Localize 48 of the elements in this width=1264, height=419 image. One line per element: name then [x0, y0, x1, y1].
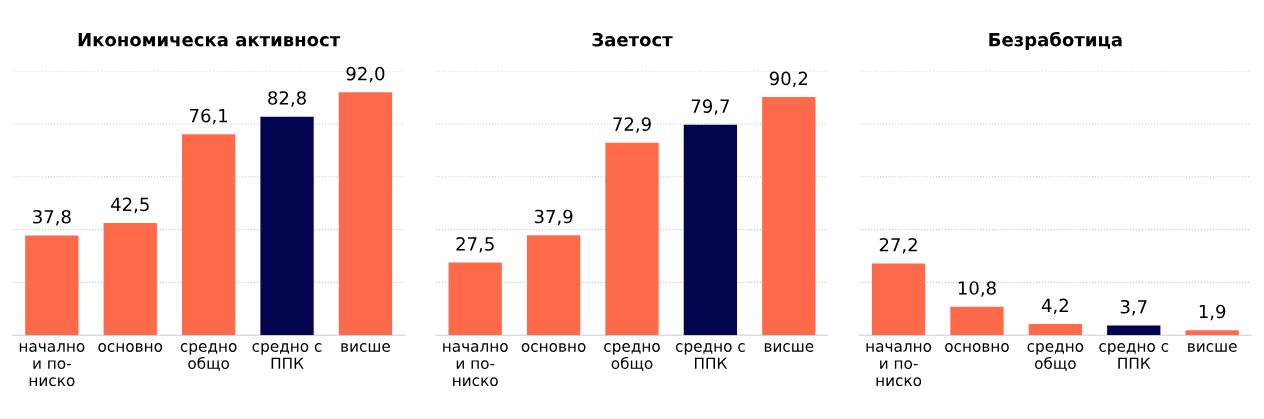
data-label: 10,8	[958, 281, 996, 297]
x-tick-label: начално и по- ниско	[443, 343, 508, 387]
bar	[448, 262, 502, 336]
x-tick-label: начално и по- ниско	[19, 343, 85, 387]
data-label: 37,9	[534, 209, 573, 226]
data-label: 4,2	[1041, 298, 1068, 315]
bar	[605, 142, 659, 336]
x-tick-label: висше	[764, 343, 814, 352]
data-label: 27,2	[879, 237, 917, 254]
x-tick-label: основно	[945, 343, 1009, 352]
chart-title: Заетост	[592, 32, 673, 47]
data-label: 76,1	[190, 108, 228, 125]
x-tick-label: средно с ППК	[675, 343, 745, 369]
data-label: 42,5	[111, 197, 149, 214]
data-label: 92,0	[346, 66, 385, 83]
bar	[260, 116, 314, 336]
bar	[871, 263, 926, 336]
x-tick-label: средно с ППК	[1099, 343, 1169, 369]
chart-title: Безработица	[989, 31, 1122, 50]
bar	[950, 306, 1004, 336]
data-label: 90,2	[769, 71, 808, 88]
bar	[1107, 325, 1161, 336]
bar	[762, 97, 816, 336]
bar	[181, 134, 236, 336]
x-tick-label: средно общо	[604, 343, 660, 371]
x-tick-label: средно общо	[180, 343, 237, 371]
x-tick-label: основно	[521, 343, 586, 352]
bar	[338, 92, 393, 336]
bar	[25, 235, 79, 336]
chart-title: Икономическа активност	[78, 33, 341, 47]
x-tick-label: средно общо	[1027, 343, 1084, 371]
bar	[526, 235, 581, 336]
x-tick-label: висше	[341, 343, 390, 352]
bar	[103, 223, 157, 336]
x-tick-label: основно	[98, 343, 163, 352]
data-label: 37,8	[33, 209, 71, 226]
data-label: 3,7	[1120, 299, 1147, 316]
data-label: 79,7	[691, 99, 729, 115]
data-label: 82,8	[268, 91, 306, 107]
data-label: 27,5	[456, 237, 494, 253]
x-tick-label: висше	[1188, 343, 1237, 352]
x-tick-label: начално и по- ниско	[866, 343, 932, 387]
data-label: 1,9	[1199, 304, 1226, 321]
data-label: 72,9	[613, 117, 651, 133]
x-tick-label: средно с ППК	[252, 343, 322, 369]
bar	[1028, 324, 1083, 336]
bar	[1185, 330, 1239, 336]
bar	[683, 124, 738, 336]
